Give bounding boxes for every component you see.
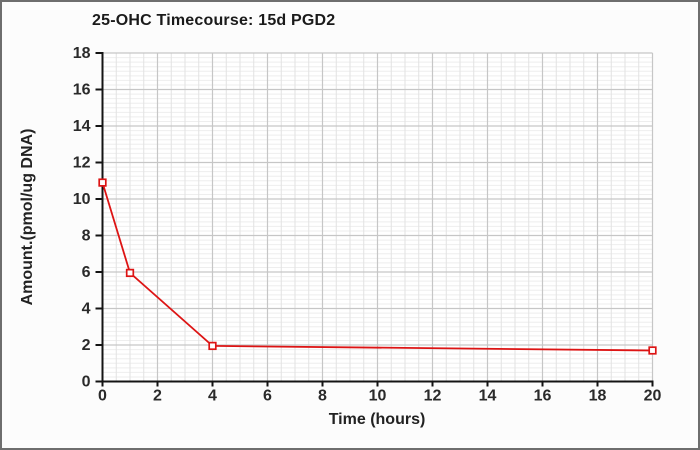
x-tick-label: 4 <box>208 388 217 405</box>
chart-title: 25-OHC Timecourse: 15d PGD2 <box>92 12 336 29</box>
data-line <box>101 182 653 352</box>
y-tick-label: 12 <box>73 154 91 171</box>
y-tick-label: 14 <box>73 118 91 135</box>
y-tick-label: 0 <box>82 373 91 390</box>
x-tick-label: 10 <box>369 388 387 405</box>
data-marker <box>98 178 107 187</box>
y-tick-label: 16 <box>73 81 91 98</box>
y-tick-label: 8 <box>82 227 91 244</box>
y-tick-label: 2 <box>82 337 91 354</box>
x-tick-label: 20 <box>644 388 662 405</box>
x-tick-label: 16 <box>534 388 552 405</box>
data-marker <box>208 341 217 351</box>
x-axis-label: Time (hours) <box>328 411 426 428</box>
data-marker <box>125 268 135 278</box>
y-tick-label: 6 <box>82 264 91 281</box>
x-tick-label: 14 <box>479 388 497 405</box>
data-marker <box>648 346 657 355</box>
x-tick-label: 0 <box>98 388 107 405</box>
x-tick-label: 6 <box>263 388 272 405</box>
y-tick-label: 10 <box>73 191 91 208</box>
y-tick-label: 4 <box>82 300 91 317</box>
x-tick-label: 8 <box>318 388 327 405</box>
x-tick-label: 12 <box>424 388 442 405</box>
y-tick-label: 18 <box>73 45 91 62</box>
x-tick-label: 18 <box>589 388 607 405</box>
x-tick-label: 2 <box>153 388 162 405</box>
